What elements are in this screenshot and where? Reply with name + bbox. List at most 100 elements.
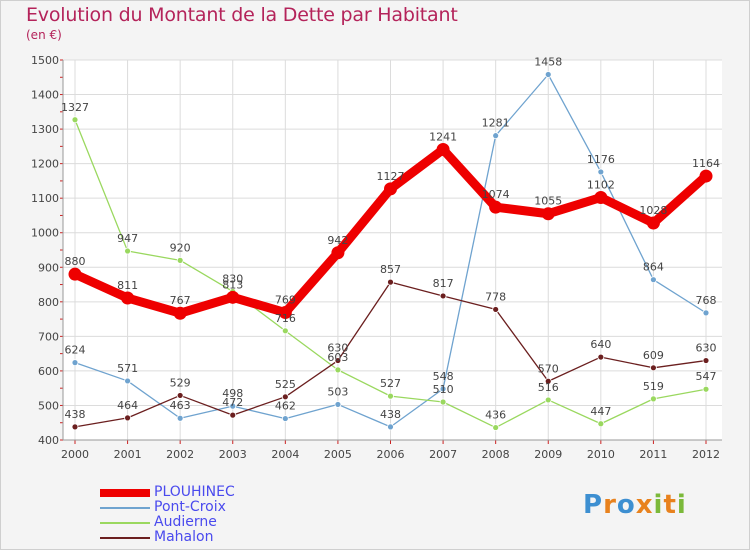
data-label-pont-croix: 498 bbox=[222, 387, 243, 400]
data-point-audierne bbox=[597, 420, 605, 428]
x-tick-label: 2007 bbox=[429, 448, 457, 461]
data-point-mahalon bbox=[387, 278, 394, 286]
data-label-plouhinec: 767 bbox=[170, 294, 191, 307]
y-tick-label: 1100 bbox=[31, 192, 59, 205]
y-tick-label: 1200 bbox=[31, 158, 59, 171]
data-point-pont-croix bbox=[71, 359, 79, 367]
data-point-audierne bbox=[544, 396, 552, 404]
data-label-mahalon: 857 bbox=[380, 263, 401, 276]
y-tick-label: 500 bbox=[38, 399, 59, 412]
data-point-plouhinec bbox=[226, 290, 240, 304]
data-label-audierne: 920 bbox=[170, 241, 191, 254]
legend-swatch bbox=[100, 536, 150, 539]
data-label-plouhinec: 1055 bbox=[534, 195, 562, 208]
x-tick-label: 2010 bbox=[587, 448, 615, 461]
data-point-pont-croix bbox=[124, 377, 131, 385]
data-label-mahalon: 609 bbox=[643, 349, 664, 362]
data-point-plouhinec bbox=[121, 291, 135, 305]
data-label-mahalon: 630 bbox=[327, 342, 348, 355]
data-point-pont-croix bbox=[229, 402, 237, 410]
data-label-audierne: 547 bbox=[696, 370, 717, 383]
data-point-plouhinec bbox=[331, 246, 345, 260]
data-point-pont-croix bbox=[439, 385, 447, 393]
legend: PLOUHINEC Pont-Croix Audierne Mahalon bbox=[100, 485, 235, 545]
data-point-pont-croix bbox=[281, 415, 289, 422]
data-label-plouhinec: 1241 bbox=[429, 130, 457, 143]
x-tick-label: 2003 bbox=[219, 448, 247, 461]
data-label-pont-croix: 438 bbox=[380, 408, 401, 421]
data-point-pont-croix bbox=[597, 168, 605, 176]
y-tick-label: 700 bbox=[38, 330, 59, 343]
data-point-pont-croix bbox=[492, 132, 500, 140]
x-tick-label: 2008 bbox=[482, 448, 510, 461]
data-point-plouhinec bbox=[646, 216, 660, 230]
y-tick-label: 1300 bbox=[31, 123, 59, 136]
data-point-pont-croix bbox=[702, 309, 710, 317]
data-point-mahalon bbox=[71, 423, 79, 431]
data-point-audierne bbox=[492, 424, 500, 431]
data-label-audierne: 1327 bbox=[61, 101, 89, 114]
data-label-mahalon: 640 bbox=[590, 338, 611, 351]
data-point-plouhinec bbox=[278, 306, 292, 320]
data-label-plouhinec: 1164 bbox=[692, 157, 720, 170]
data-point-audierne bbox=[702, 385, 710, 393]
x-tick-label: 2001 bbox=[114, 448, 142, 461]
data-point-mahalon bbox=[124, 414, 131, 422]
data-label-audierne: 447 bbox=[590, 405, 611, 418]
legend-swatch bbox=[100, 488, 150, 497]
y-tick-label: 1500 bbox=[31, 54, 59, 67]
x-tick-label: 2000 bbox=[61, 448, 89, 461]
data-point-mahalon bbox=[229, 411, 237, 419]
data-point-pont-croix bbox=[334, 401, 342, 408]
data-label-plouhinec: 880 bbox=[65, 255, 86, 268]
data-point-mahalon bbox=[492, 306, 500, 313]
data-label-pont-croix: 1281 bbox=[482, 117, 510, 130]
y-tick-label: 800 bbox=[38, 296, 59, 309]
chart-title: Evolution du Montant de la Dette par Hab… bbox=[26, 4, 458, 26]
legend-swatch bbox=[100, 506, 150, 509]
data-label-pont-croix: 462 bbox=[275, 400, 296, 413]
data-point-plouhinec bbox=[489, 200, 503, 214]
data-point-audierne bbox=[71, 116, 79, 124]
data-label-mahalon: 778 bbox=[485, 290, 506, 303]
legend-item-audierne: Audierne bbox=[100, 515, 235, 530]
data-label-pont-croix: 503 bbox=[327, 385, 348, 398]
y-tick-label: 600 bbox=[38, 365, 59, 378]
data-label-audierne: 947 bbox=[117, 232, 138, 245]
data-label-mahalon: 472 bbox=[222, 396, 243, 409]
data-label-pont-croix: 768 bbox=[696, 294, 717, 307]
legend-item-mahalon: Mahalon bbox=[100, 530, 235, 545]
data-label-mahalon: 570 bbox=[538, 362, 559, 375]
data-label-mahalon: 630 bbox=[696, 342, 717, 355]
y-tick-label: 1400 bbox=[31, 89, 59, 102]
legend-item-plouhinec: PLOUHINEC bbox=[100, 485, 235, 500]
data-point-mahalon bbox=[544, 377, 552, 385]
data-point-plouhinec bbox=[436, 142, 450, 156]
x-tick-label: 2006 bbox=[377, 448, 405, 461]
data-label-plouhinec: 1127 bbox=[377, 170, 405, 183]
legend-label: Mahalon bbox=[154, 529, 214, 545]
data-point-audierne bbox=[387, 392, 394, 400]
data-label-mahalon: 438 bbox=[65, 408, 86, 421]
data-point-mahalon bbox=[597, 353, 605, 361]
data-label-plouhinec: 1102 bbox=[587, 178, 615, 191]
data-point-audierne bbox=[650, 395, 657, 403]
data-point-audierne bbox=[176, 256, 184, 264]
legend-label: Pont-Croix bbox=[154, 499, 226, 515]
data-point-plouhinec bbox=[541, 207, 555, 221]
data-point-audierne bbox=[439, 398, 447, 406]
data-label-mahalon: 529 bbox=[170, 376, 191, 389]
data-label-plouhinec: 942 bbox=[327, 234, 348, 247]
x-tick-label: 2011 bbox=[639, 448, 667, 461]
data-label-pont-croix: 1176 bbox=[587, 153, 615, 166]
data-point-pont-croix bbox=[387, 423, 394, 431]
data-point-audierne bbox=[334, 366, 342, 374]
data-label-audierne: 830 bbox=[222, 272, 243, 285]
data-label-audierne: 603 bbox=[327, 351, 348, 364]
data-label-plouhinec: 769 bbox=[275, 294, 296, 307]
data-point-mahalon bbox=[281, 393, 289, 401]
x-tick-label: 2004 bbox=[271, 448, 299, 461]
plot-area bbox=[63, 60, 722, 440]
x-tick-label: 2005 bbox=[324, 448, 352, 461]
